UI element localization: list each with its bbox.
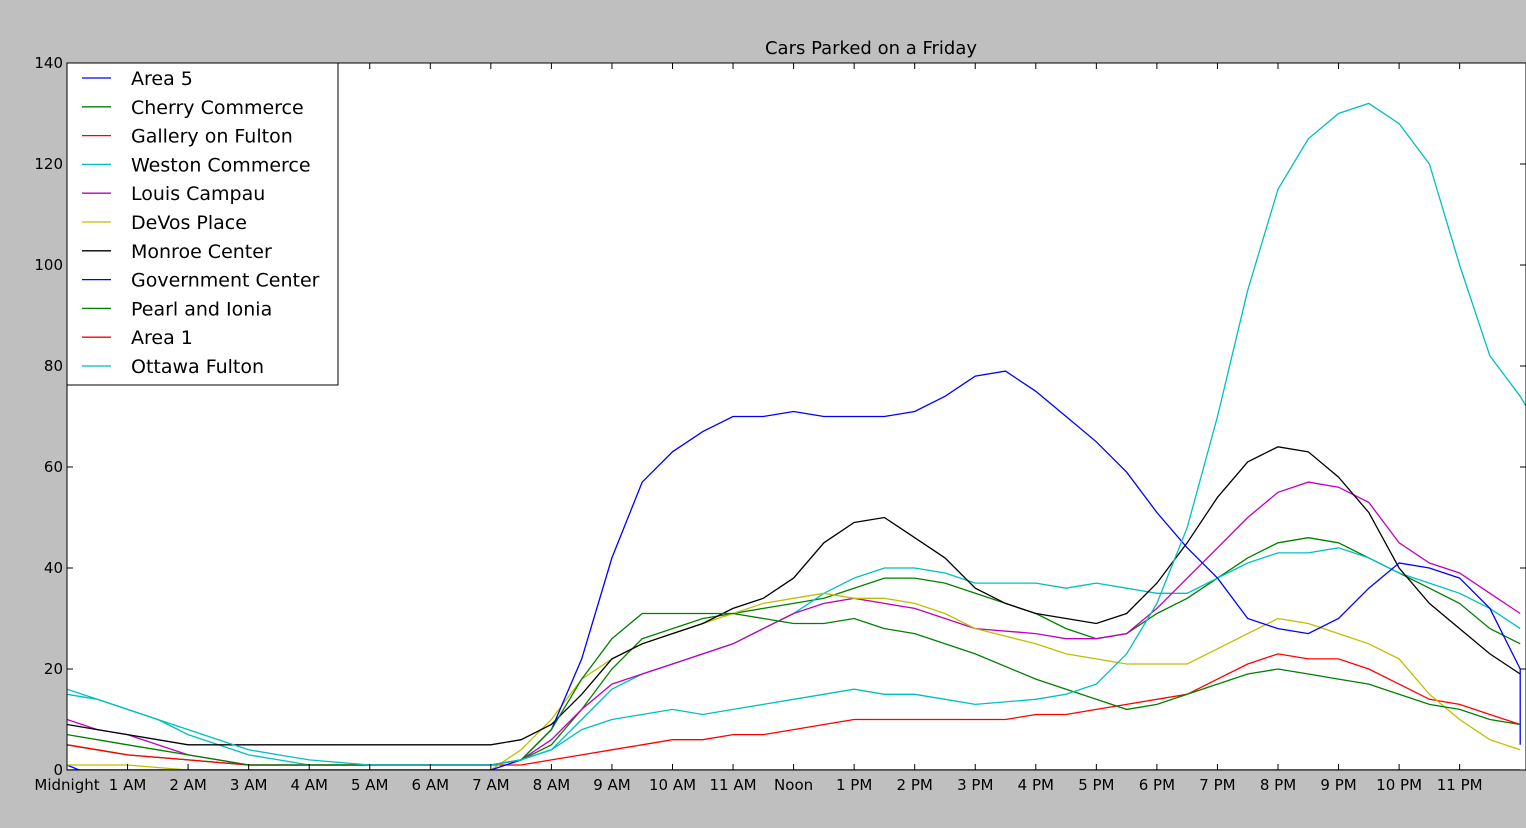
x-tick-label: Noon — [774, 776, 813, 794]
plot-frame — [66, 62, 1526, 771]
x-tick-label: 1 AM — [109, 776, 147, 794]
x-tick-label: 5 PM — [1078, 776, 1114, 794]
legend-label: Government Center — [131, 270, 320, 292]
x-tick-label: 11 AM — [710, 776, 757, 794]
y-tick-label: 120 — [34, 155, 63, 173]
series-line-2 — [67, 653, 1521, 766]
legend-label: Ottawa Fulton — [131, 356, 264, 378]
x-axis: Midnight 1 AM 2 AM 3 AM 4 AM 5 AM 6 AM 7 AM 8 AM… — [34, 63, 1483, 794]
legend-label: Louis Campau — [131, 183, 265, 205]
legend-label: Pearl and Ionia — [131, 298, 272, 320]
x-tick-label: 9 PM — [1320, 776, 1356, 794]
y-tick-label: 60 — [44, 458, 63, 476]
legend-label: Monroe Center — [131, 241, 272, 263]
series-line-7 — [67, 370, 1521, 770]
x-tick-label: 4 AM — [290, 776, 328, 794]
x-tick-label: 4 PM — [1018, 776, 1054, 794]
legend-label: Area 5 — [131, 68, 193, 90]
x-tick-label: 8 PM — [1260, 776, 1296, 794]
legend-label: Weston Commerce — [131, 154, 311, 176]
y-tick-label: 0 — [53, 761, 63, 779]
y-tick-label: 100 — [34, 256, 63, 274]
x-tick-label: 6 PM — [1139, 776, 1175, 794]
series-line-6 — [67, 446, 1521, 746]
legend-label: Gallery on Fulton — [131, 126, 293, 148]
x-tick-label: Midnight — [34, 776, 99, 794]
series-line-3 — [67, 547, 1521, 766]
x-tick-label: 6 AM — [412, 776, 450, 794]
x-tick-label: 7 AM — [472, 776, 510, 794]
series-layer — [67, 102, 1526, 770]
y-tick-label: 40 — [44, 559, 63, 577]
y-tick-label: 80 — [44, 357, 63, 375]
series-line-10 — [67, 102, 1526, 766]
chart-title: Cars Parked on a Friday — [765, 38, 977, 59]
legend: Area 5 Cherry Commerce Gallery on Fulton We… — [66, 62, 339, 386]
x-tick-label: 2 PM — [897, 776, 933, 794]
x-tick-label: 7 PM — [1199, 776, 1235, 794]
x-tick-label: 11 PM — [1437, 776, 1483, 794]
x-tick-label: 10 AM — [649, 776, 696, 794]
series-line-1 — [67, 537, 1521, 766]
legend-label: Cherry Commerce — [131, 97, 304, 119]
x-tick-label: 2 AM — [169, 776, 207, 794]
x-tick-label: 1 PM — [836, 776, 872, 794]
x-tick-label: 3 PM — [957, 776, 993, 794]
legend-label: DeVos Place — [131, 212, 247, 234]
x-tick-label: 10 PM — [1376, 776, 1422, 794]
x-tick-label: 3 AM — [230, 776, 268, 794]
y-axis: 0 20 40 60 80 100 120 140 — [34, 54, 1526, 779]
legend-box — [66, 62, 339, 386]
y-tick-label: 20 — [44, 660, 63, 678]
legend-label: Area 1 — [131, 327, 193, 349]
x-tick-label: 8 AM — [533, 776, 571, 794]
x-tick-label: 5 AM — [351, 776, 389, 794]
x-tick-label: 9 AM — [593, 776, 631, 794]
y-tick-label: 140 — [34, 54, 63, 72]
